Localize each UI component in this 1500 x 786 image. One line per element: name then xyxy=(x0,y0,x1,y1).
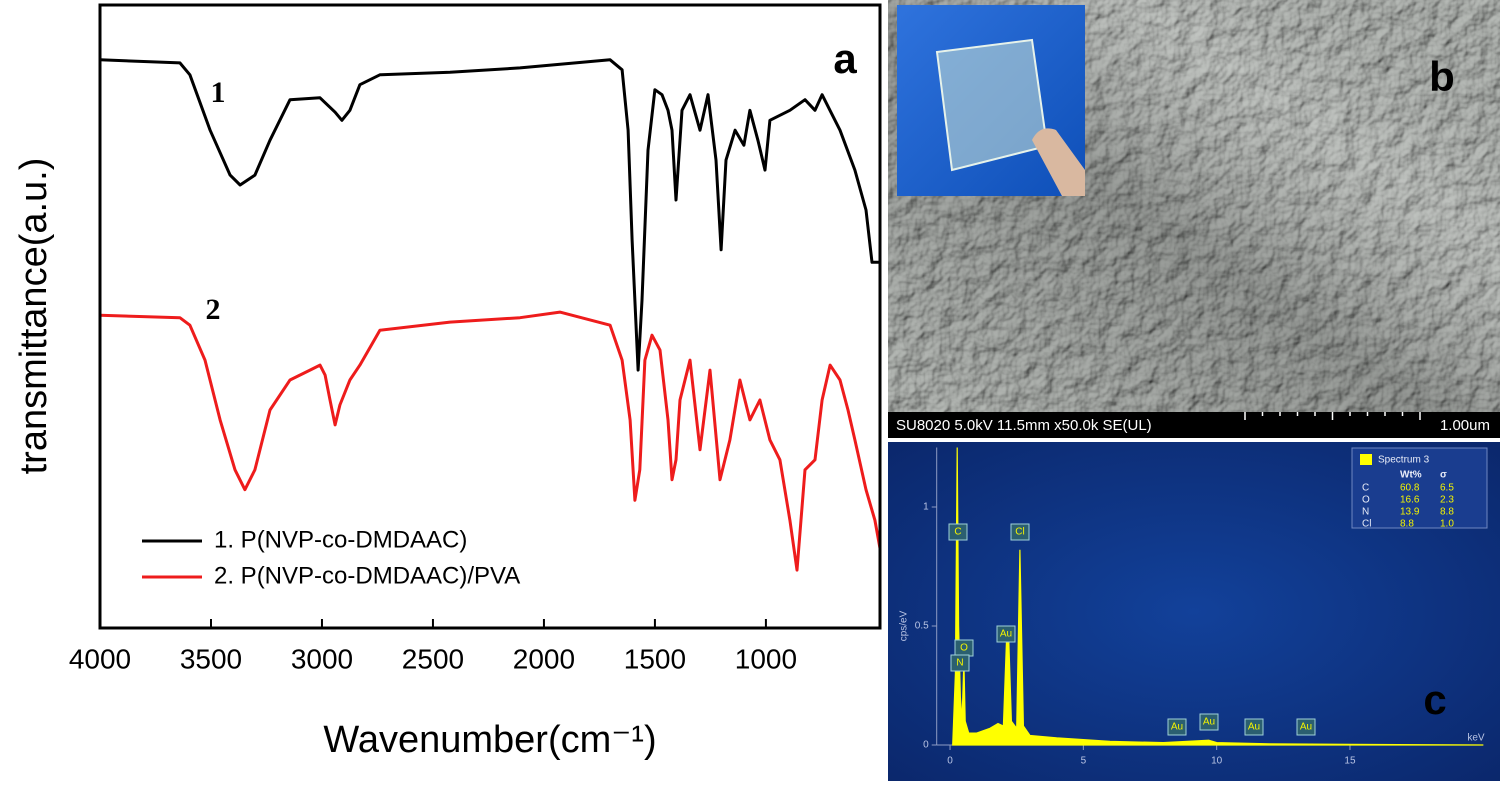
peak-label-box xyxy=(1199,713,1219,731)
peak-label: Au xyxy=(1171,722,1183,733)
y-tick-label: 0 xyxy=(923,740,929,751)
legend-label: Spectrum 3 xyxy=(1378,455,1430,466)
table-header: Wt% xyxy=(1400,470,1422,481)
sem-info: SU8020 5.0kV 11.5mm x50.0k SE(UL) xyxy=(896,417,1152,434)
peak-label: Au xyxy=(1203,717,1215,728)
panel-label: a xyxy=(833,35,857,82)
panel-label: b xyxy=(1429,53,1455,100)
y-tick-label: 0.5 xyxy=(915,621,929,632)
peak-label-box xyxy=(950,654,970,672)
table-value: 6.5 xyxy=(1440,483,1454,494)
table-value: 1.0 xyxy=(1440,519,1454,530)
legend-label: 1. P(NVP-co-DMDAAC) xyxy=(214,526,467,553)
panel-label: c xyxy=(1423,676,1446,723)
y-tick-label: 1 xyxy=(923,502,929,513)
legend-swatch xyxy=(1360,454,1372,465)
plot-frame xyxy=(98,3,882,630)
peak-label-box xyxy=(996,625,1016,643)
info-bar xyxy=(888,412,1500,438)
finger xyxy=(1032,128,1085,196)
peak-label: C xyxy=(954,527,961,538)
table-value: 2.3 xyxy=(1440,495,1454,506)
x-tick-label: 2500 xyxy=(402,643,464,674)
table-value: 16.6 xyxy=(1400,495,1420,506)
peak-label-box xyxy=(1244,718,1264,736)
sem-scale: 1.00um xyxy=(1440,417,1490,434)
legend-label: 2. P(NVP-co-DMDAAC)/PVA xyxy=(214,562,520,589)
peak-label-box xyxy=(1296,718,1316,736)
peak-label-box xyxy=(1010,523,1030,541)
peak-label: O xyxy=(960,643,968,654)
table-value: 60.8 xyxy=(1400,483,1420,494)
x-axis-label: Wavenumber(cm⁻¹) xyxy=(323,719,656,761)
x-tick-label: 5 xyxy=(1081,756,1087,767)
table-element: Cl xyxy=(1362,519,1371,530)
y-axis-label: cps/eV xyxy=(899,610,910,641)
x-tick-label: 1500 xyxy=(624,643,686,674)
x-tick-label: 4000 xyxy=(69,643,131,674)
peak-label: Au xyxy=(1300,722,1312,733)
scale-bar xyxy=(1244,412,1421,420)
table-value: 13.9 xyxy=(1400,507,1420,518)
table-element: O xyxy=(1362,495,1370,506)
peak-label: Au xyxy=(1000,629,1012,640)
x-tick-label: 3000 xyxy=(291,643,353,674)
x-tick-label: 3500 xyxy=(180,643,242,674)
peak-label: Au xyxy=(1248,722,1260,733)
film-sample xyxy=(935,38,1049,172)
table-element: C xyxy=(1362,483,1369,494)
table-box xyxy=(1351,447,1488,529)
curve-label: 1 xyxy=(211,76,226,109)
sem-panel: SU8020 5.0kV 11.5mm x50.0k SE(UL) 1.00um… xyxy=(888,0,1500,438)
curve-label: 2 xyxy=(206,293,221,326)
peak-label: N xyxy=(956,658,963,669)
table-header: σ xyxy=(1440,470,1447,481)
x-tick-label: 1000 xyxy=(735,643,797,674)
x-tick-label: 0 xyxy=(947,756,953,767)
peak-label-box xyxy=(1167,718,1187,736)
peak-label-box xyxy=(948,523,968,541)
y-axis-label: transmittance(a.u.) xyxy=(13,158,55,475)
table-value: 8.8 xyxy=(1440,507,1454,518)
x-tick-label: 15 xyxy=(1344,756,1356,767)
x-tick-label: 2000 xyxy=(513,643,575,674)
x-axis-label: keV xyxy=(1467,733,1485,744)
x-tick-label: 10 xyxy=(1211,756,1223,767)
spectrum-line xyxy=(99,310,882,572)
peak-label: Cl xyxy=(1015,527,1024,538)
table-element: N xyxy=(1362,507,1369,518)
table-value: 8.8 xyxy=(1400,519,1414,530)
spectrum-line xyxy=(99,58,880,372)
